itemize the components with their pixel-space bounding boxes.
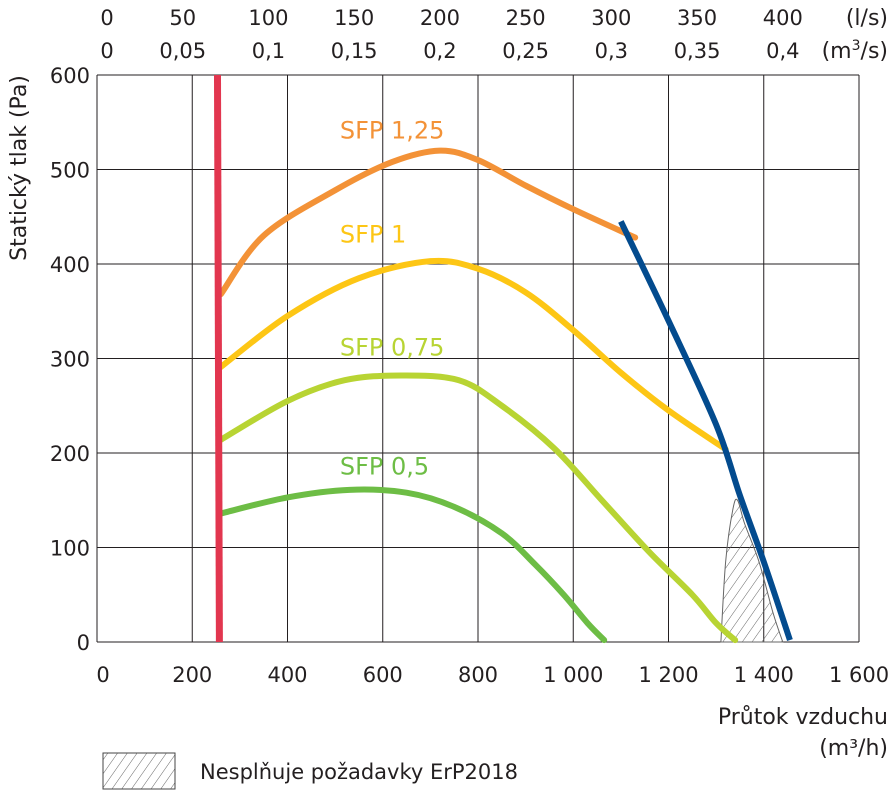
series-line bbox=[217, 486, 608, 644]
legend-hatch-swatch bbox=[102, 752, 176, 790]
y-tick-label: 300 bbox=[50, 348, 90, 372]
grid bbox=[96, 74, 860, 643]
top-tick-label-ls: 150 bbox=[334, 6, 374, 30]
top-tick-label-ls: 100 bbox=[248, 6, 288, 30]
y-tick-label: 400 bbox=[50, 253, 90, 277]
series-line bbox=[217, 257, 729, 453]
top-tick-label-ls: 250 bbox=[506, 6, 546, 30]
y-tick-label: 600 bbox=[50, 64, 90, 88]
top-tick-label-m3s: 0,25 bbox=[502, 39, 549, 63]
x-tick-label: 1 600 bbox=[829, 663, 889, 687]
series-label: SFP 1,25 bbox=[340, 116, 445, 144]
x-tick-label: 200 bbox=[172, 663, 212, 687]
curves: SFP 1,25 SFP 1 SFP 0,75 SFP 0,5 bbox=[213, 74, 793, 644]
top-tick-label-m3s: 0,3 bbox=[595, 39, 628, 63]
hatched-region-layer bbox=[720, 498, 784, 643]
min-limit-line bbox=[213, 74, 223, 643]
tick-labels: 0 200 400 600 800 1 000 1 200 1 400 1 600 0 100 200… bbox=[50, 6, 889, 687]
hatched-region bbox=[720, 498, 784, 643]
y-tick-label: 100 bbox=[50, 537, 90, 561]
top-tick-label-ls: 50 bbox=[169, 6, 196, 30]
top-tick-label-m3s: 0,35 bbox=[674, 39, 721, 63]
x-tick-label: 1 000 bbox=[543, 663, 603, 687]
x-tick-label: 800 bbox=[458, 663, 498, 687]
top-axis-m3s-unit: (m3/s) bbox=[822, 38, 888, 64]
series-label: SFP 1 bbox=[340, 220, 406, 248]
series-line bbox=[217, 147, 639, 298]
y-tick-label: 500 bbox=[50, 159, 90, 183]
y-tick-label: 0 bbox=[77, 631, 90, 655]
x-tick-label: 1 400 bbox=[734, 663, 794, 687]
x-tick-label: 600 bbox=[363, 663, 403, 687]
x-tick-label: 0 bbox=[96, 663, 109, 687]
legend-label: Nesplňuje požadavky ErP2018 bbox=[200, 760, 518, 784]
x-tick-label: 1 200 bbox=[638, 663, 698, 687]
x-axis-label: Průtok vzduchu bbox=[718, 705, 888, 730]
top-tick-label-m3s: 0,1 bbox=[252, 39, 285, 63]
top-tick-label-ls: 0 bbox=[100, 6, 113, 30]
top-tick-label-ls: 300 bbox=[591, 6, 631, 30]
legend: Nesplňuje požadavky ErP2018 bbox=[102, 752, 518, 790]
top-axis-ls-unit: (l/s) bbox=[846, 6, 888, 31]
series-line bbox=[217, 372, 739, 644]
y-axis-label: Statický tlak (Pa) bbox=[7, 75, 32, 261]
top-tick-label-m3s: 0,4 bbox=[766, 39, 799, 63]
x-tick-label: 400 bbox=[267, 663, 307, 687]
series-label: SFP 0,75 bbox=[340, 334, 445, 362]
top-tick-label-m3s: 0 bbox=[100, 39, 113, 63]
top-tick-label-ls: 350 bbox=[677, 6, 717, 30]
top-tick-label-ls: 400 bbox=[763, 6, 803, 30]
x-axis-unit: (m³/h) bbox=[819, 736, 888, 761]
y-tick-label: 200 bbox=[50, 442, 90, 466]
top-tick-label-m3s: 0,2 bbox=[423, 39, 456, 63]
max-limit-line bbox=[618, 220, 793, 642]
series-label: SFP 0,5 bbox=[340, 453, 429, 481]
top-tick-label-m3s: 0,15 bbox=[331, 39, 378, 63]
top-tick-label-m3s: 0,05 bbox=[159, 39, 206, 63]
top-tick-label-ls: 200 bbox=[420, 6, 460, 30]
